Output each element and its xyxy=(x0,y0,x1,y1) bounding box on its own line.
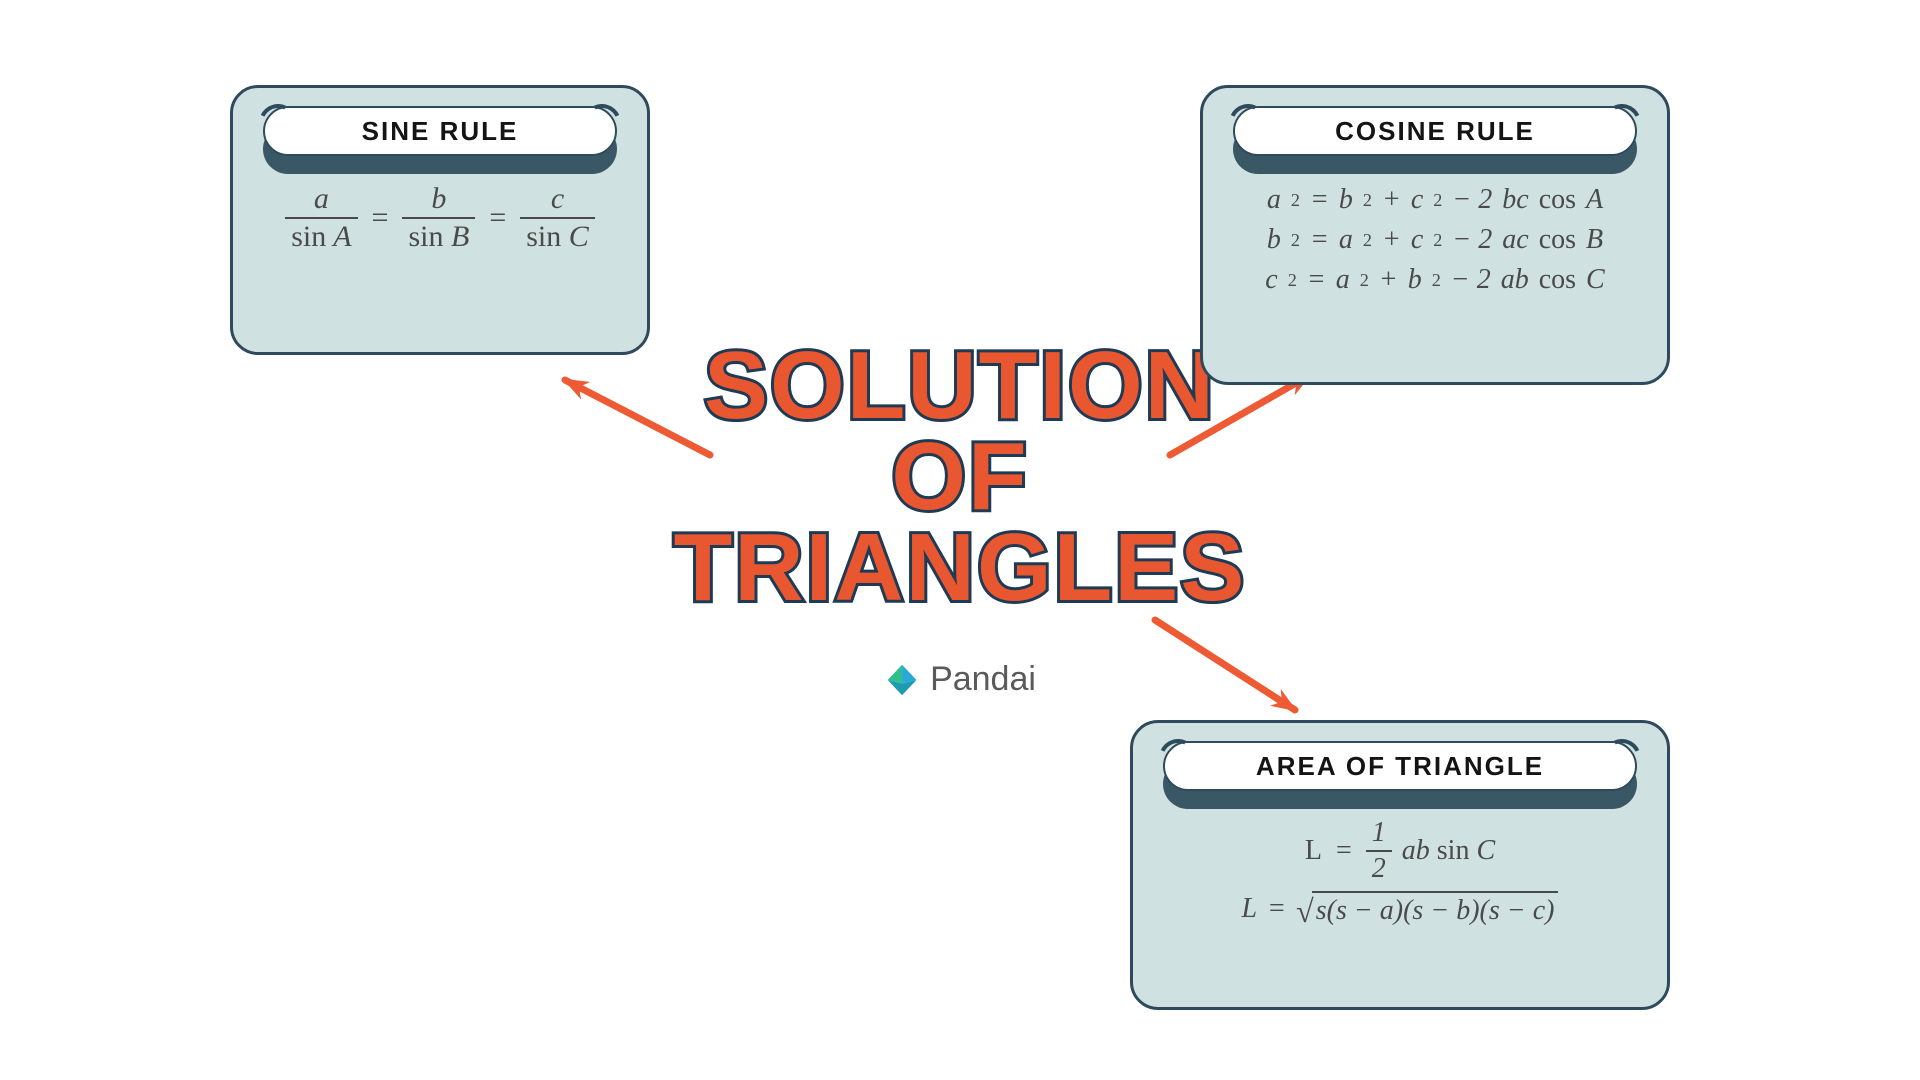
cosine-eq-3: c2 = a2 + b2 − 2ab cos C xyxy=(1265,264,1604,296)
pandai-logo: Pandai xyxy=(884,660,1036,699)
cosine-eq-2: b2 = a2 + c2 − 2ac cos B xyxy=(1267,224,1603,256)
stage: SOLUTION OF TRIANGLES Pandai SINE RULE a… xyxy=(0,0,1920,1080)
area-equation-1: L=12ab sin C xyxy=(1305,819,1495,883)
cosine-rule-label: COSINE RULE xyxy=(1233,106,1637,156)
title-line-1: SOLUTION xyxy=(674,340,1247,431)
area-body: L=12ab sin C L = √s(s − a)(s − b)(s − c) xyxy=(1155,819,1645,927)
card-area-of-triangle: AREA OF TRIANGLE L=12ab sin C L = √s(s −… xyxy=(1130,720,1670,1010)
sine-rule-body: asin A=bsin B=csin C xyxy=(255,184,625,252)
arrow-to-area xyxy=(1155,620,1295,710)
area-pill: AREA OF TRIANGLE xyxy=(1155,741,1645,805)
card-cosine-rule: COSINE RULE a2 = b2 + c2 − 2bc cos A b2 =… xyxy=(1200,85,1670,385)
sine-rule-equation: asin A=bsin B=csin C xyxy=(285,184,595,252)
sine-pill: SINE RULE xyxy=(255,106,625,170)
title-line-3: TRIANGLES xyxy=(674,522,1247,613)
area-of-triangle-label: AREA OF TRIANGLE xyxy=(1163,741,1637,791)
area-equation-2: L = √s(s − a)(s − b)(s − c) xyxy=(1242,891,1559,927)
pandai-logo-icon xyxy=(884,662,920,698)
cosine-pill: COSINE RULE xyxy=(1225,106,1645,170)
card-sine-rule: SINE RULE asin A=bsin B=csin C xyxy=(230,85,650,355)
cosine-eq-1: a2 = b2 + c2 − 2bc cos A xyxy=(1267,184,1603,216)
main-title: SOLUTION OF TRIANGLES xyxy=(674,340,1247,614)
sine-rule-label: SINE RULE xyxy=(263,106,617,156)
cosine-rule-body: a2 = b2 + c2 − 2bc cos A b2 = a2 + c2 − 2… xyxy=(1225,184,1645,296)
pandai-logo-text: Pandai xyxy=(930,660,1036,699)
title-line-2: OF xyxy=(674,431,1247,522)
